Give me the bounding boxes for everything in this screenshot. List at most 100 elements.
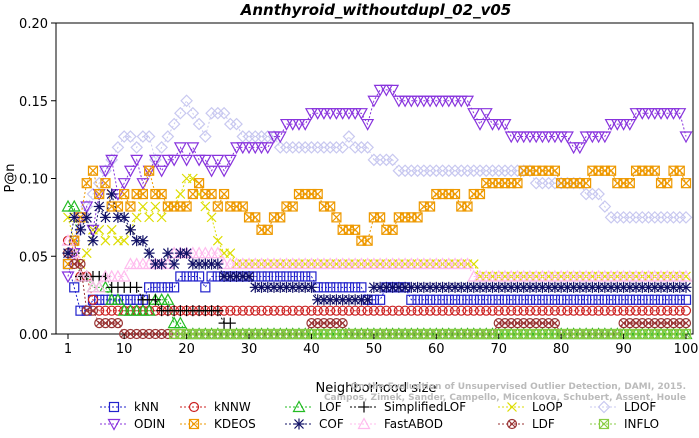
data-point-ldof <box>417 164 431 178</box>
data-point-fastabod <box>130 257 144 270</box>
data-point-odin <box>429 95 443 108</box>
data-point-odin <box>517 131 531 144</box>
data-point-kdeos <box>549 165 561 176</box>
data-point-fastabod <box>442 257 456 270</box>
data-point-fastabod <box>554 269 568 282</box>
data-point-knnw <box>649 305 660 316</box>
data-point-odin <box>311 108 325 120</box>
legend-label: INFLO <box>624 417 659 431</box>
data-point-kdeos <box>331 212 342 223</box>
data-point-fastabod <box>392 257 406 270</box>
data-point-fastabod <box>248 257 262 270</box>
data-point-loop <box>206 212 217 223</box>
data-point-odin <box>80 201 94 214</box>
data-point-knnw <box>506 305 517 316</box>
chart-title: Annthyroid_withoutdupl_02_v05 <box>240 1 512 19</box>
data-point-knnw <box>243 305 255 316</box>
data-point-cof <box>243 270 255 282</box>
data-point-odin <box>211 154 225 167</box>
data-point-fastabod <box>498 269 512 282</box>
data-point-knnw <box>437 305 448 316</box>
data-point-kdeos <box>193 178 205 189</box>
data-point-kdeos <box>462 201 473 212</box>
data-point-kdeos <box>112 201 124 212</box>
data-point-knn <box>431 294 442 305</box>
data-point-fastabod <box>429 257 443 270</box>
data-point-kdeos <box>449 188 461 200</box>
legend-item-kdeos: KDEOS <box>180 417 256 431</box>
data-point-knn <box>493 294 504 305</box>
data-point-fastabod <box>311 257 325 270</box>
legend-label: SimplifiedLOF <box>384 400 466 414</box>
data-point-ldof <box>398 164 412 178</box>
data-point-fastabod <box>117 269 131 282</box>
data-point-odin <box>479 108 493 120</box>
legend-marker-odin <box>107 418 121 431</box>
data-point-kdeos <box>125 201 136 212</box>
data-point-kdeos <box>262 224 273 235</box>
data-point-odin <box>117 178 131 190</box>
data-point-cof <box>181 247 193 259</box>
data-point-fastabod <box>679 269 693 282</box>
data-point-knnw <box>350 305 361 316</box>
data-point-knnw <box>537 305 548 316</box>
data-point-cof <box>62 247 74 259</box>
data-point-fastabod <box>560 269 574 282</box>
series-line-kdeos <box>67 168 687 265</box>
data-point-cof <box>468 281 480 293</box>
data-point-ldf <box>75 258 86 270</box>
data-point-ldof <box>579 187 593 201</box>
data-point-odin <box>392 95 406 108</box>
data-point-kdeos <box>181 201 192 212</box>
x-tick-label: 40 <box>303 342 320 357</box>
data-point-fastabod <box>230 257 244 270</box>
data-point-knn <box>581 294 592 305</box>
data-point-fastabod <box>317 257 331 270</box>
data-point-kdeos <box>362 235 373 246</box>
data-point-lof <box>117 303 131 316</box>
data-point-cof <box>212 258 224 270</box>
data-point-kdeos <box>649 165 660 176</box>
data-point-odin <box>192 154 206 167</box>
x-tick-label: 1 <box>64 342 72 357</box>
data-point-knn <box>449 294 461 305</box>
data-point-odin <box>467 108 481 120</box>
data-point-ldof <box>323 141 337 154</box>
data-point-ldof <box>635 211 649 224</box>
data-point-fastabod <box>336 257 350 270</box>
data-point-odin <box>336 108 350 120</box>
data-point-knnw <box>481 305 492 316</box>
data-point-lof <box>67 199 81 212</box>
legend-item-lof: LOF <box>285 400 342 414</box>
data-point-odin <box>436 95 450 108</box>
data-point-fastabod <box>417 257 431 270</box>
data-point-ldof <box>161 130 175 143</box>
data-point-fastabod <box>492 269 506 282</box>
data-point-ldof <box>498 164 512 178</box>
data-point-fastabod <box>379 257 393 270</box>
data-point-ldof <box>586 187 599 201</box>
data-point-kdeos <box>206 188 217 200</box>
data-point-knnw <box>375 305 386 316</box>
data-point-fastabod <box>535 269 549 282</box>
data-point-odin <box>498 118 512 131</box>
data-point-knn <box>275 271 286 282</box>
data-point-ldof <box>149 153 162 167</box>
data-point-odin <box>598 131 612 144</box>
data-point-knnw <box>250 305 261 316</box>
x-tick-label: 20 <box>178 342 195 357</box>
legend-label: LoOP <box>532 400 563 414</box>
data-point-kdeos <box>387 224 398 235</box>
data-point-odin <box>161 154 175 167</box>
data-point-ldof <box>392 164 406 178</box>
data-point-knnw <box>262 305 273 316</box>
data-point-lof <box>130 303 144 316</box>
x-tick-label: 80 <box>553 342 570 357</box>
data-point-fastabod <box>242 257 256 270</box>
data-point-odin <box>523 131 537 144</box>
legend-item-ldf: LDF <box>498 417 555 431</box>
data-point-knnw <box>424 305 436 316</box>
legend-marker-loop <box>507 402 517 412</box>
x-tick-label: 70 <box>490 342 507 357</box>
data-point-ldof <box>311 141 325 154</box>
